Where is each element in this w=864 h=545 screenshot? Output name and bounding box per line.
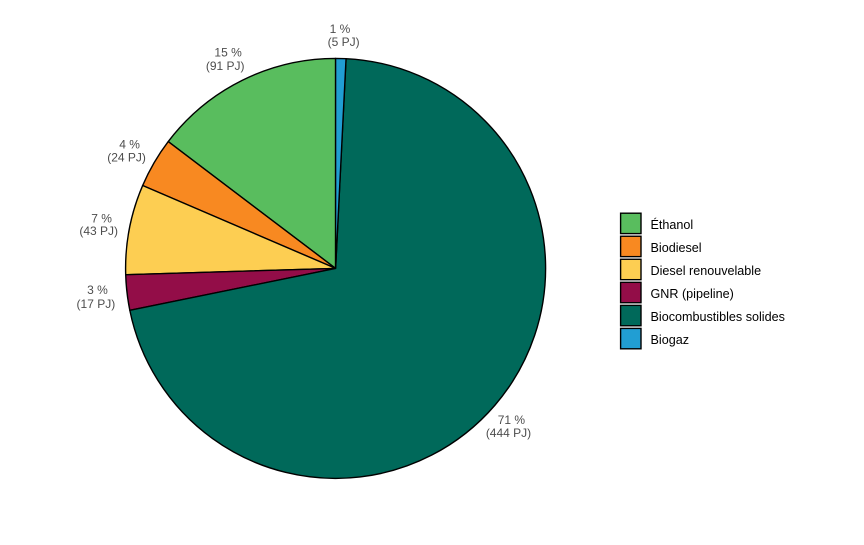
svg-text:7 %: 7 % — [91, 211, 112, 225]
svg-text:(17 PJ): (17 PJ) — [77, 297, 116, 311]
svg-text:(43 PJ): (43 PJ) — [79, 224, 118, 238]
svg-text:Éthanol: Éthanol — [651, 217, 694, 232]
svg-text:Biodiesel: Biodiesel — [651, 241, 702, 255]
svg-text:Diesel renouvelable: Diesel renouvelable — [651, 264, 762, 278]
svg-text:(91 PJ): (91 PJ) — [206, 59, 245, 73]
svg-text:15 %: 15 % — [214, 46, 242, 60]
svg-text:(24 PJ): (24 PJ) — [107, 150, 146, 164]
svg-text:Biocombustibles solides: Biocombustibles solides — [651, 310, 785, 324]
svg-text:(444 PJ): (444 PJ) — [486, 426, 531, 440]
svg-text:4 %: 4 % — [119, 138, 140, 152]
svg-text:Biogaz: Biogaz — [651, 333, 690, 347]
svg-text:3 %: 3 % — [87, 283, 108, 297]
svg-text:(5 PJ): (5 PJ) — [328, 35, 360, 49]
svg-text:1 %: 1 % — [330, 22, 351, 36]
svg-text:71 %: 71 % — [498, 413, 526, 427]
svg-text:GNR (pipeline): GNR (pipeline) — [651, 287, 734, 301]
